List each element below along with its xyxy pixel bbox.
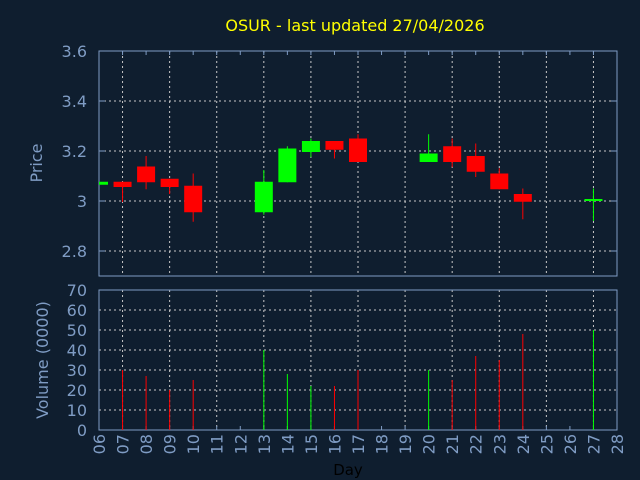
day-tick-label: 18 bbox=[373, 434, 392, 454]
price-tick-label: 3.4 bbox=[62, 92, 87, 111]
price-tick-label: 2.8 bbox=[62, 242, 87, 261]
candles bbox=[99, 134, 603, 222]
day-tick-label: 16 bbox=[325, 434, 344, 454]
day-tick-label: 08 bbox=[137, 434, 156, 454]
day-tick-label: 14 bbox=[278, 434, 297, 454]
candle-body bbox=[466, 156, 485, 172]
day-tick-label: 25 bbox=[537, 434, 556, 454]
volume-axis-label: Volume (0000) bbox=[33, 301, 52, 419]
candle-body bbox=[349, 138, 367, 162]
volume-tick-label: 60 bbox=[67, 301, 87, 320]
day-tick-label: 10 bbox=[184, 434, 203, 454]
price-tick-label: 3.6 bbox=[62, 42, 87, 61]
price-axis-label: Price bbox=[27, 143, 46, 182]
day-tick-label: 22 bbox=[467, 434, 486, 454]
price-tick-label: 3 bbox=[77, 192, 87, 211]
volume-tick-label: 70 bbox=[67, 281, 87, 300]
candle-body bbox=[113, 181, 132, 187]
chart-title: OSUR - last updated 27/04/2026 bbox=[225, 16, 484, 35]
volume-tick-label: 50 bbox=[67, 321, 87, 340]
candle-body bbox=[490, 173, 509, 190]
x-axis-label: Day bbox=[333, 461, 363, 479]
day-tick-label: 24 bbox=[514, 434, 533, 454]
candle-body bbox=[513, 194, 532, 202]
volume-tick-label: 0 bbox=[77, 421, 87, 440]
day-tick-label: 11 bbox=[208, 434, 227, 454]
volume-tick-label: 30 bbox=[67, 361, 87, 380]
candle-body bbox=[254, 181, 273, 213]
day-tick-label: 23 bbox=[490, 434, 509, 454]
candle-body bbox=[160, 178, 179, 187]
price-plot-frame bbox=[98, 50, 618, 277]
day-tick-label: 20 bbox=[420, 434, 439, 454]
volume-tick-label: 20 bbox=[67, 381, 87, 400]
candle-body bbox=[99, 181, 108, 185]
day-tick-label: 06 bbox=[90, 434, 109, 454]
day-tick-label: 09 bbox=[161, 434, 180, 454]
day-tick-label: 07 bbox=[114, 434, 133, 454]
volume-tick-label: 40 bbox=[67, 341, 87, 360]
candle-body bbox=[137, 166, 156, 183]
day-tick-label: 12 bbox=[231, 434, 250, 454]
day-tick-label: 19 bbox=[396, 434, 415, 454]
day-tick-label: 27 bbox=[584, 434, 603, 454]
day-tick-label: 28 bbox=[608, 434, 627, 454]
volume-tick-label: 10 bbox=[67, 401, 87, 420]
candle-body bbox=[584, 199, 603, 201]
day-tick-label: 17 bbox=[349, 434, 368, 454]
day-tick-label: 13 bbox=[255, 434, 274, 454]
day-tick-label: 21 bbox=[443, 434, 462, 454]
candle-body bbox=[443, 146, 462, 162]
price-tick-label: 3.2 bbox=[62, 142, 87, 161]
candle-body bbox=[301, 141, 320, 152]
day-tick-label: 26 bbox=[561, 434, 580, 454]
candle-body bbox=[184, 185, 203, 213]
candle-body bbox=[325, 141, 344, 150]
candle-body bbox=[278, 148, 297, 183]
candle-body bbox=[419, 153, 438, 162]
day-tick-label: 15 bbox=[302, 434, 321, 454]
